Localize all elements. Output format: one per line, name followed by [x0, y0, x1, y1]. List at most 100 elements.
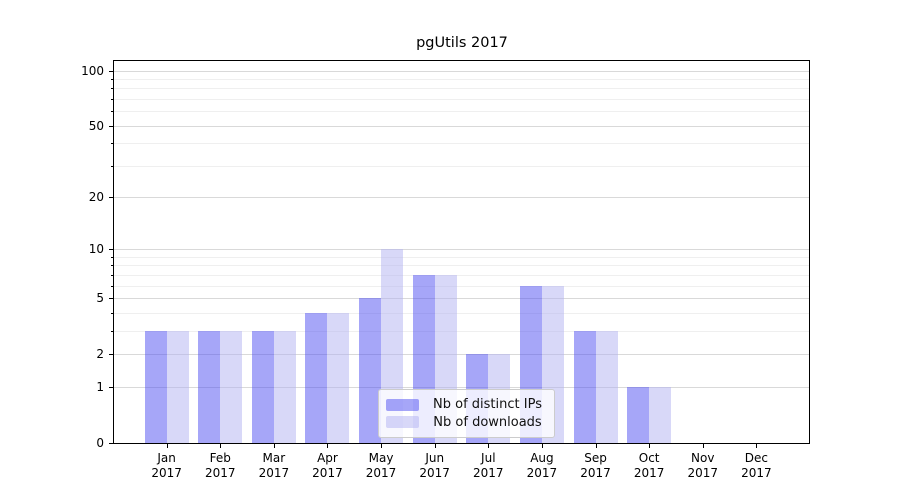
legend-label-downloads: Nb of downloads	[433, 414, 542, 430]
minor-gridline	[114, 143, 809, 145]
x-tick-month: Nov	[691, 451, 715, 465]
bar-jan-distinct-ips	[144, 330, 167, 443]
y-axis-tick	[109, 125, 113, 127]
major-gridline	[114, 386, 809, 388]
bar-feb-distinct-ips	[198, 330, 221, 443]
major-gridline	[114, 298, 809, 300]
y-axis-tick	[109, 353, 113, 355]
x-tick-month: Feb	[209, 451, 231, 465]
major-gridline	[114, 353, 809, 355]
x-tick-month: Jan	[157, 451, 176, 465]
y-axis-minor-tick	[111, 111, 113, 113]
x-tick-label-dec: Dec 2017	[724, 451, 788, 481]
legend-swatch-distinct-ips	[386, 398, 419, 411]
minor-gridline	[114, 98, 809, 100]
x-axis-tick	[273, 444, 275, 448]
y-axis-minor-tick	[111, 330, 113, 332]
bar-sep-distinct-ips	[573, 330, 596, 443]
x-axis-tick	[434, 444, 436, 448]
x-tick-month: Mar	[262, 451, 286, 465]
minor-gridline	[114, 111, 809, 113]
bar-may-distinct-ips	[359, 298, 382, 443]
y-axis-tick	[109, 442, 113, 444]
bar-jan-downloads	[166, 330, 189, 443]
y-axis-minor-tick	[111, 165, 113, 167]
x-tick-label-oct: Oct 2017	[617, 451, 681, 481]
x-tick-label-jan: Jan 2017	[135, 451, 199, 481]
bar-oct-downloads	[649, 386, 672, 443]
x-tick-month: Apr	[317, 451, 338, 465]
y-axis-tick	[109, 386, 113, 388]
minor-gridline	[114, 165, 809, 167]
minor-gridline	[114, 285, 809, 287]
y-tick-label: 2	[96, 346, 104, 361]
x-tick-year: 2017	[365, 466, 397, 480]
bar-apr-downloads	[327, 312, 350, 443]
x-tick-label-jun: Jun 2017	[403, 451, 467, 481]
minor-gridline	[114, 265, 809, 267]
x-tick-year: 2017	[258, 466, 290, 480]
x-tick-label-feb: Feb 2017	[188, 451, 252, 481]
x-tick-label-may: May 2017	[349, 451, 413, 481]
x-tick-year: 2017	[687, 466, 719, 480]
x-tick-year: 2017	[312, 466, 343, 480]
bar-apr-distinct-ips	[305, 312, 328, 443]
y-tick-label: 100	[81, 63, 104, 78]
major-gridline	[114, 70, 809, 72]
minor-gridline	[114, 78, 809, 80]
y-tick-label: 0	[96, 435, 104, 450]
legend: Nb of distinct IPs Nb of downloads	[378, 389, 555, 438]
y-tick-label: 20	[88, 190, 104, 205]
x-axis-tick	[220, 444, 222, 448]
y-axis-tick	[109, 70, 113, 72]
x-tick-label-jul: Jul 2017	[456, 451, 520, 481]
bar-sep-downloads	[595, 330, 618, 443]
bar-feb-downloads	[220, 330, 243, 443]
x-axis-tick	[327, 444, 329, 448]
legend-item-distinct-ips: Nb of distinct IPs	[385, 396, 548, 414]
chart-title: pgUtils 2017	[416, 35, 508, 51]
x-tick-year: 2017	[741, 466, 772, 480]
minor-gridline	[114, 256, 809, 258]
x-tick-year: 2017	[204, 466, 236, 480]
y-axis-minor-tick	[111, 143, 113, 145]
x-axis-tick	[488, 444, 490, 448]
legend-swatch-downloads	[386, 416, 419, 429]
minor-gridline	[114, 330, 809, 332]
x-tick-year: 2017	[633, 466, 665, 480]
y-axis-minor-tick	[111, 98, 113, 100]
x-tick-month: Sep	[584, 451, 607, 465]
x-axis-tick	[595, 444, 597, 448]
y-axis-tick	[109, 197, 113, 199]
x-tick-month: Dec	[744, 451, 768, 465]
major-gridline	[114, 125, 809, 127]
x-tick-year: 2017	[580, 466, 611, 480]
x-tick-label-sep: Sep 2017	[564, 451, 628, 481]
x-tick-label-nov: Nov 2017	[671, 451, 735, 481]
x-tick-month: Oct	[638, 451, 660, 465]
bar-oct-distinct-ips	[627, 386, 650, 443]
y-axis-minor-tick	[111, 256, 113, 258]
x-tick-month: May	[368, 451, 394, 465]
minor-gridline	[114, 88, 809, 90]
x-tick-label-mar: Mar 2017	[242, 451, 306, 481]
bar-mar-downloads	[273, 330, 296, 443]
y-tick-label: 50	[88, 118, 104, 133]
minor-gridline	[114, 274, 809, 276]
y-axis-minor-tick	[111, 265, 113, 267]
y-axis-minor-tick	[111, 78, 113, 80]
y-tick-label: 5	[96, 291, 104, 306]
x-tick-year: 2017	[473, 466, 504, 480]
x-tick-month: Aug	[530, 451, 554, 465]
legend-item-downloads: Nb of downloads	[385, 414, 548, 432]
legend-label-distinct-ips: Nb of distinct IPs	[433, 397, 542, 413]
x-tick-month: Jul	[481, 451, 496, 465]
x-axis-tick	[166, 444, 168, 448]
y-axis-minor-tick	[111, 88, 113, 90]
x-axis-tick	[649, 444, 651, 448]
x-tick-month: Jun	[425, 451, 445, 465]
y-axis-tick	[109, 249, 113, 251]
y-axis-minor-tick	[111, 285, 113, 287]
y-axis-tick	[109, 298, 113, 300]
